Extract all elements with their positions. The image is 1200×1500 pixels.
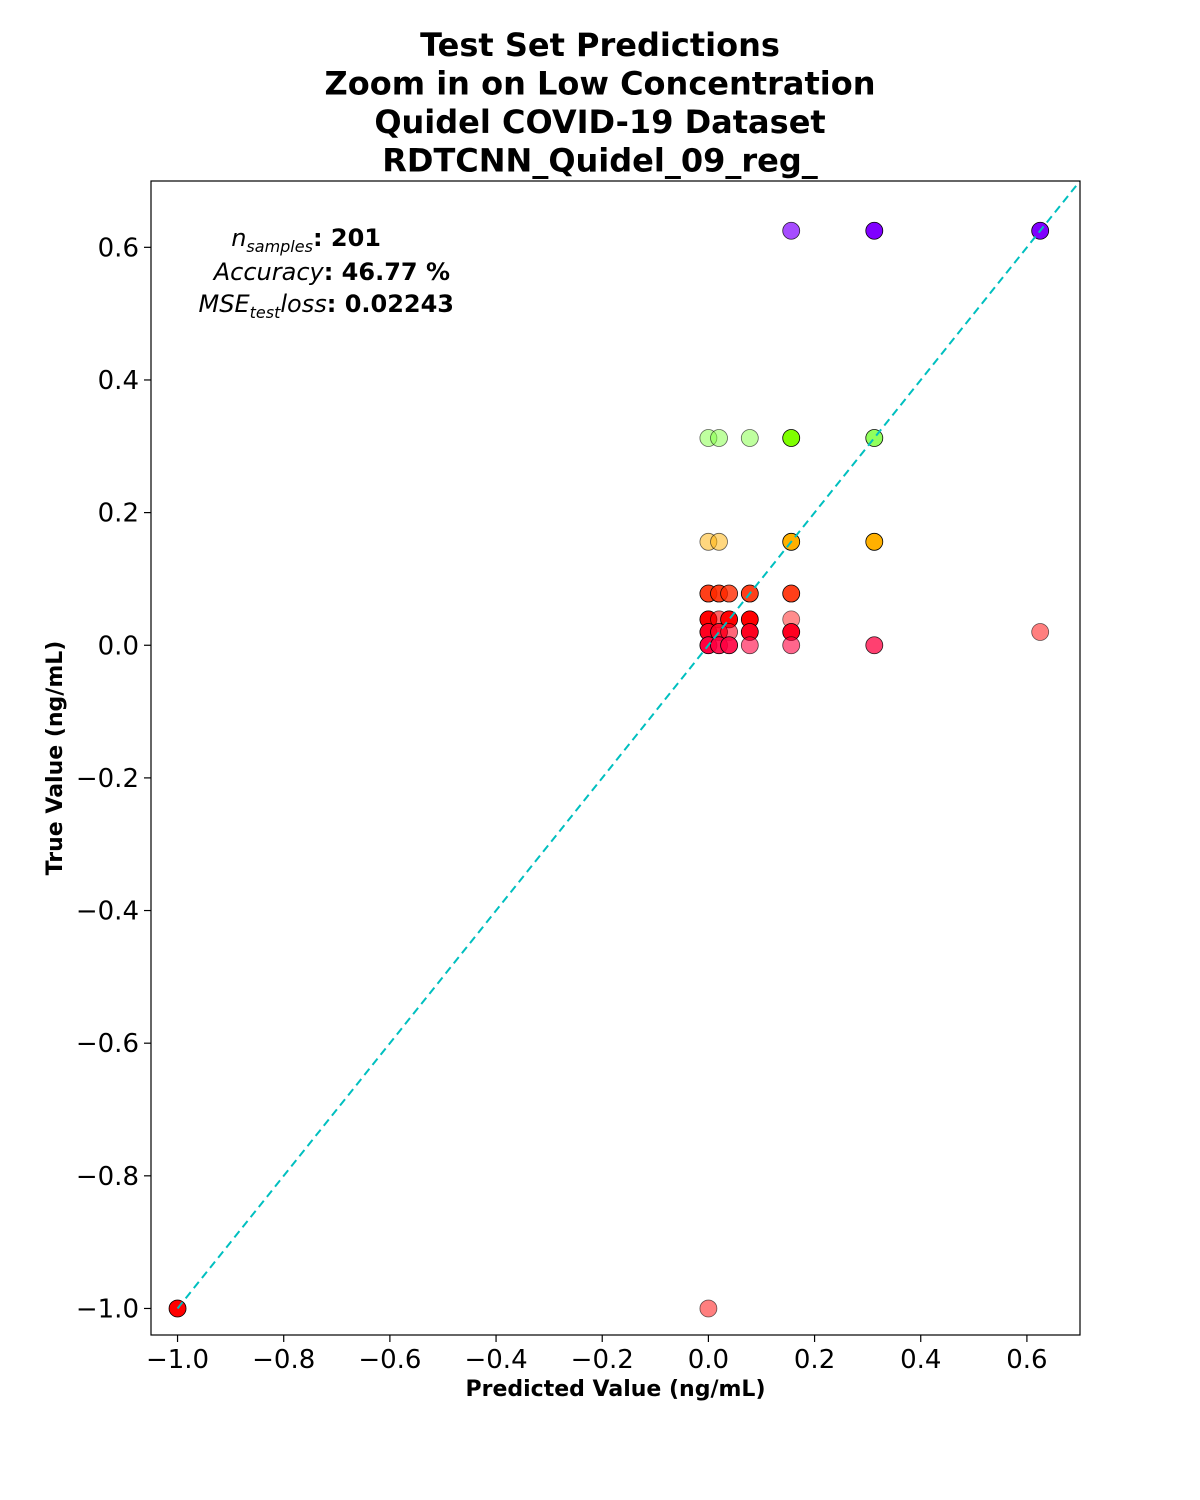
x-tick-label: 0.2 xyxy=(794,1345,835,1375)
y-tick-label: 0.4 xyxy=(98,366,139,396)
stat-mse-label: MSE xyxy=(199,290,251,318)
x-axis-ticks: −1.0 −0.8 −0.6 −0.4 −0.2 0.0 0.2 0.4 0.6 xyxy=(146,1335,1048,1375)
stat-accuracy-label: Accuracy xyxy=(212,258,325,286)
title-line-2: Zoom in on Low Concentration xyxy=(325,65,876,103)
x-tick-label: −0.8 xyxy=(252,1345,315,1375)
data-point xyxy=(865,532,884,551)
plot-frame xyxy=(150,180,1081,1336)
stat-n-sub: samples xyxy=(246,237,313,256)
stat-mse-sub: test xyxy=(250,303,281,322)
data-point xyxy=(740,429,759,447)
data-point xyxy=(782,636,801,655)
data-point xyxy=(782,221,801,240)
y-tick-label: −0.2 xyxy=(76,764,139,794)
y-axis-ticks: −1.0 −0.8 −0.6 −0.4 −0.2 0.0 0.2 0.4 0.6 xyxy=(76,233,151,1324)
stat-n-value: : 201 xyxy=(313,224,381,252)
y-tick-label: 0.2 xyxy=(98,499,139,529)
stat-mse: MSEtestloss: 0.02243 xyxy=(199,290,454,322)
data-point xyxy=(782,584,801,603)
x-tick-label: 0.4 xyxy=(900,1345,941,1375)
data-point xyxy=(710,429,728,447)
x-tick-label: 0.6 xyxy=(1006,1345,1047,1375)
stat-n-label: n xyxy=(231,224,246,252)
y-axis-label: True Value (ng/mL) xyxy=(43,641,68,876)
y-tick-label: −0.4 xyxy=(76,897,139,927)
y-tick-label: 0.0 xyxy=(98,631,139,661)
y-tick-label: −0.6 xyxy=(76,1029,139,1059)
title-line-4: RDTCNN_Quidel_09_reg_ xyxy=(382,142,818,180)
x-tick-label: −0.2 xyxy=(571,1345,634,1375)
data-point xyxy=(865,221,884,240)
data-point xyxy=(865,636,884,655)
data-point xyxy=(710,532,728,551)
y-tick-label: −1.0 xyxy=(76,1294,139,1324)
y-tick-label: −0.8 xyxy=(76,1162,139,1192)
stat-mse-label2: loss xyxy=(280,290,326,318)
title-line-3: Quidel COVID-19 Dataset xyxy=(374,103,825,141)
stat-accuracy-value: : 46.77 % xyxy=(324,258,450,286)
y-tick-label: 0.6 xyxy=(98,233,139,263)
x-tick-label: 0.0 xyxy=(688,1345,729,1375)
data-point xyxy=(699,1299,718,1318)
stat-n-samples: nsamples: 201 xyxy=(231,224,381,256)
x-tick-label: −1.0 xyxy=(146,1345,209,1375)
data-point xyxy=(720,584,739,603)
stat-mse-value: : 0.02243 xyxy=(327,290,454,318)
data-point xyxy=(740,636,759,655)
data-point xyxy=(1031,623,1050,641)
x-axis-label: Predicted Value (ng/mL) xyxy=(465,1377,765,1402)
data-point xyxy=(782,429,801,447)
title-line-1: Test Set Predictions xyxy=(420,26,780,64)
x-tick-label: −0.6 xyxy=(358,1345,421,1375)
x-tick-label: −0.4 xyxy=(464,1345,527,1375)
data-point xyxy=(720,636,739,655)
identity-reference-line xyxy=(176,181,1080,1310)
stat-accuracy: Accuracy: 46.77 % xyxy=(212,258,450,286)
